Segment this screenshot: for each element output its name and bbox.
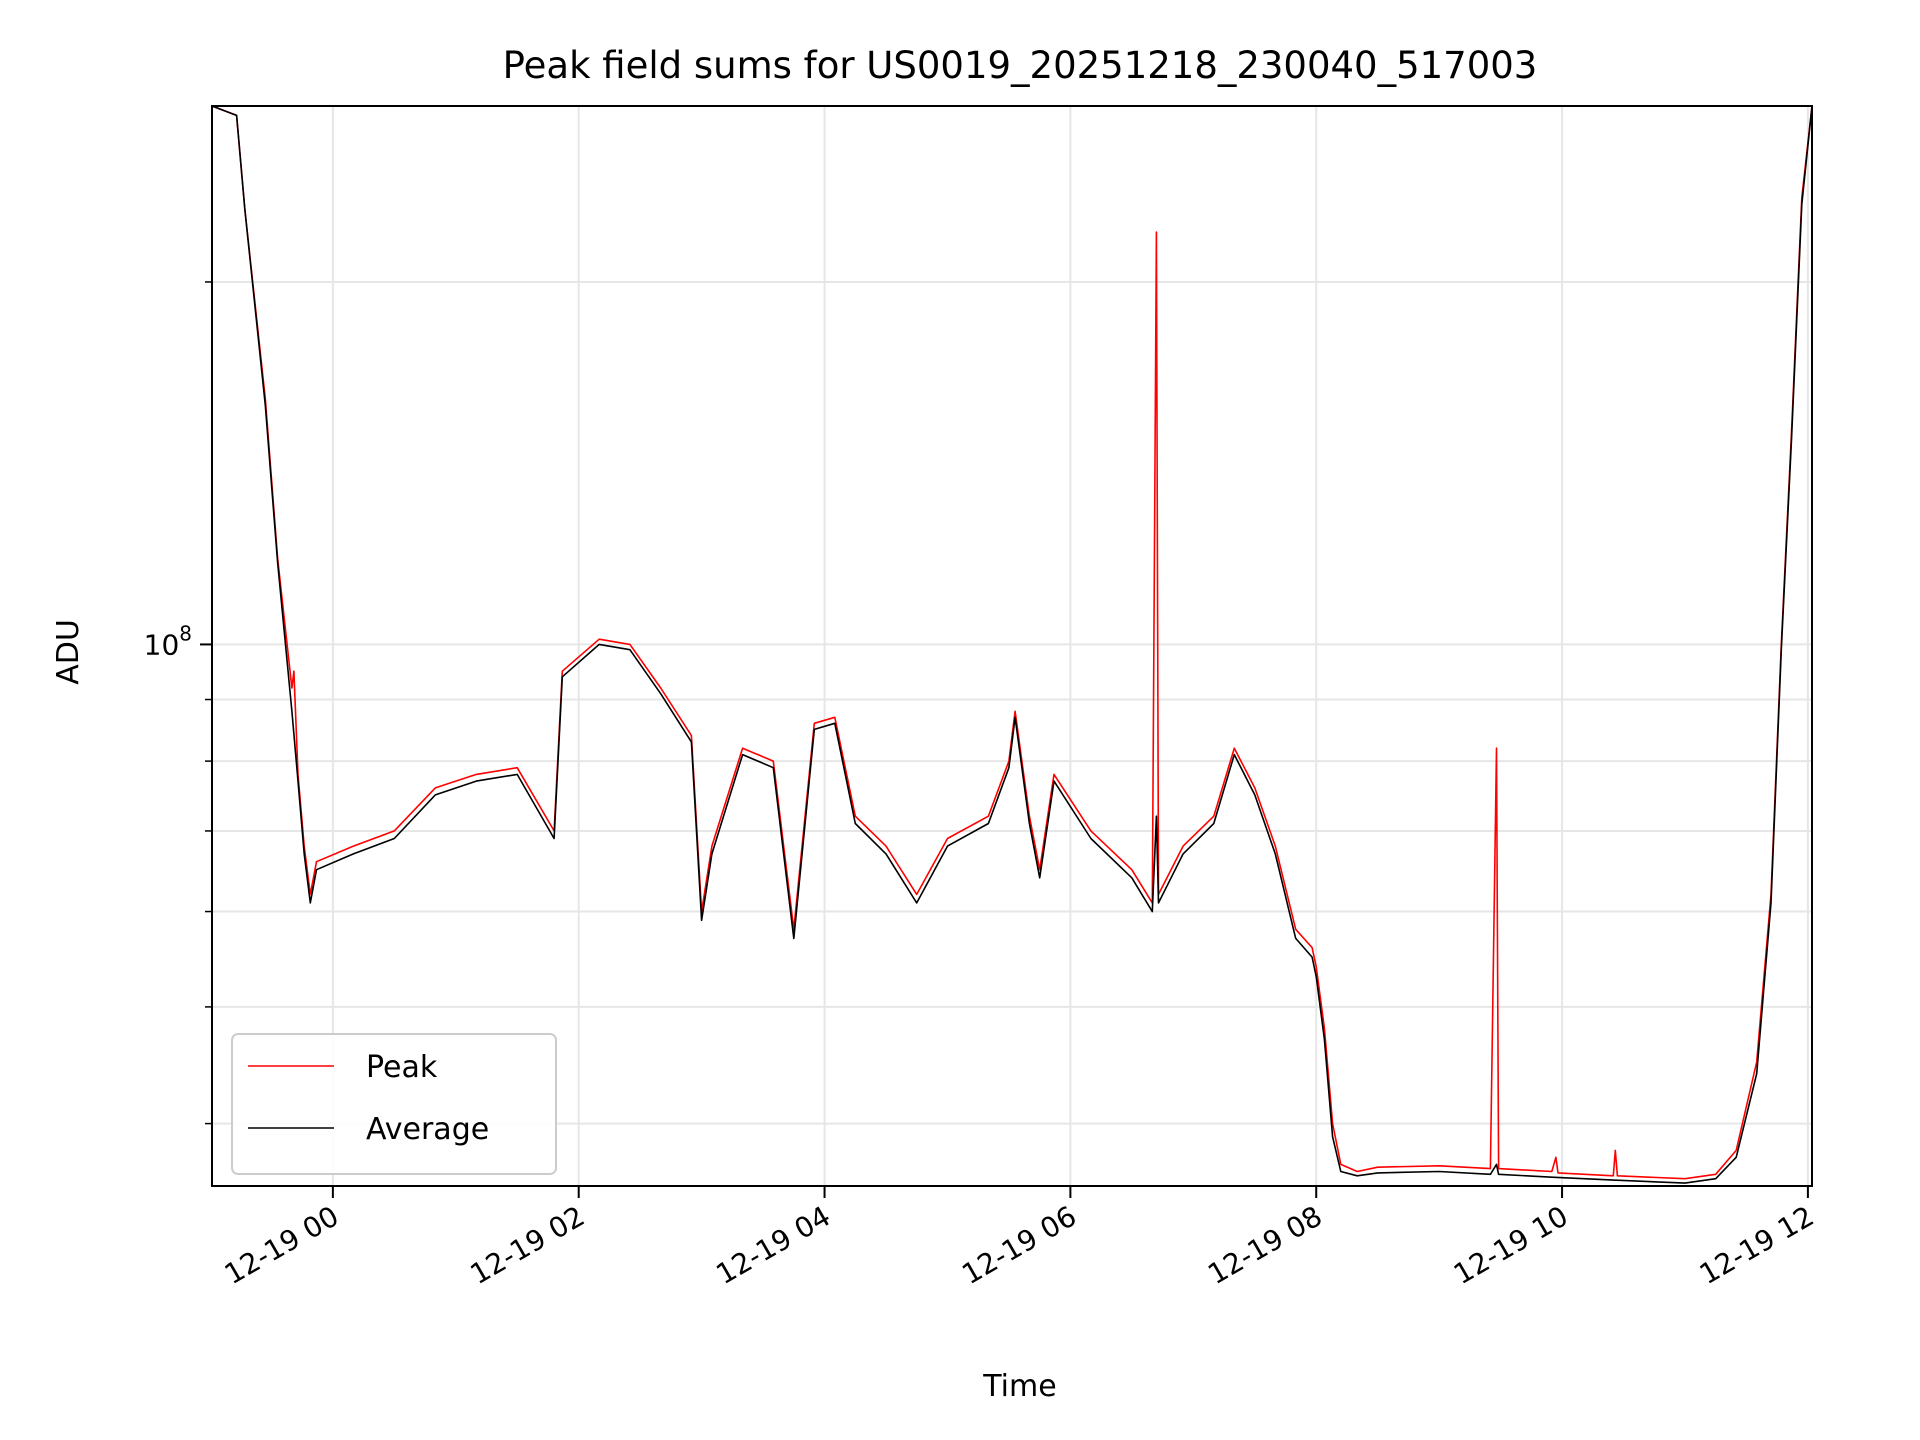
y-axis-label: ADU [51,619,86,685]
series-layer [212,106,1812,1184]
legend-box [231,1033,557,1175]
series-line-average [212,106,1812,1184]
y-tick-label-base: 10 [144,628,180,661]
legend-label-average: Average [366,1112,489,1147]
legend-label-peak: Peak [366,1050,438,1085]
y-tick-label-exponent: 8 [179,621,192,645]
x-axis-label: Time [982,1369,1056,1404]
series-line-peak [212,106,1812,1180]
plot-frame [211,105,1813,1187]
chart-title: Peak field sums for US0019_20251218_2300… [503,44,1538,87]
y-tick-label: 108 [144,621,192,661]
grid-layer [212,106,1812,1186]
legend: Peak Average [231,1033,557,1175]
